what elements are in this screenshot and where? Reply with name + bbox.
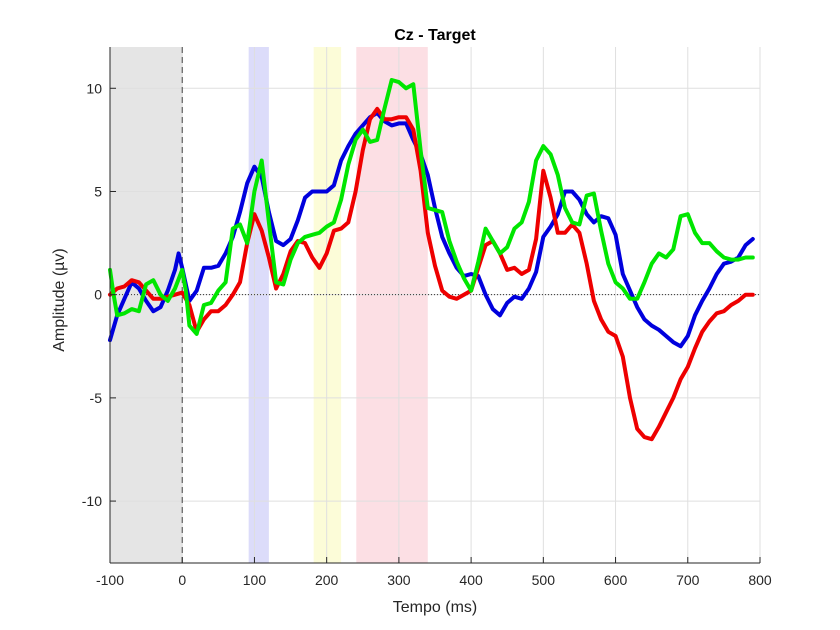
x-tick-label: 500 bbox=[532, 572, 556, 588]
y-axis-title: Amplitude (µv) bbox=[51, 248, 68, 351]
tick-labels-layer: -100 0 100 200 300 400 500 600 700 800 -10 -5 0 5 10 bbox=[82, 80, 772, 588]
x-tick-label: 400 bbox=[459, 572, 483, 588]
axes-layer bbox=[109, 47, 761, 564]
y-tick-label: -10 bbox=[82, 493, 102, 509]
series-line-2 bbox=[108, 106, 755, 442]
y-tick-label: 5 bbox=[94, 183, 102, 199]
highlight-window-1 bbox=[248, 47, 269, 563]
x-tick-label: -100 bbox=[96, 572, 124, 588]
x-tick-label: 600 bbox=[604, 572, 628, 588]
x-axis-title: Tempo (ms) bbox=[393, 599, 477, 616]
y-tick-label: -5 bbox=[90, 390, 103, 406]
y-tick-label: 0 bbox=[94, 287, 102, 303]
x-tick-label: 300 bbox=[387, 572, 411, 588]
series-line-1 bbox=[108, 111, 755, 349]
x-tick-label: 100 bbox=[243, 572, 267, 588]
reference-lines-layer bbox=[110, 47, 760, 563]
x-tick-label: 0 bbox=[178, 572, 186, 588]
x-tick-label: 200 bbox=[315, 572, 339, 588]
x-tick-label: 800 bbox=[748, 572, 772, 588]
highlight-window-2 bbox=[313, 47, 342, 563]
y-tick-label: 10 bbox=[86, 80, 102, 96]
background-layer bbox=[110, 47, 760, 563]
series-line-3 bbox=[108, 78, 755, 336]
plot-area bbox=[110, 47, 760, 563]
series-layer bbox=[108, 78, 755, 442]
x-tick-label: 700 bbox=[676, 572, 700, 588]
chart-title: Cz - Target bbox=[394, 27, 476, 44]
